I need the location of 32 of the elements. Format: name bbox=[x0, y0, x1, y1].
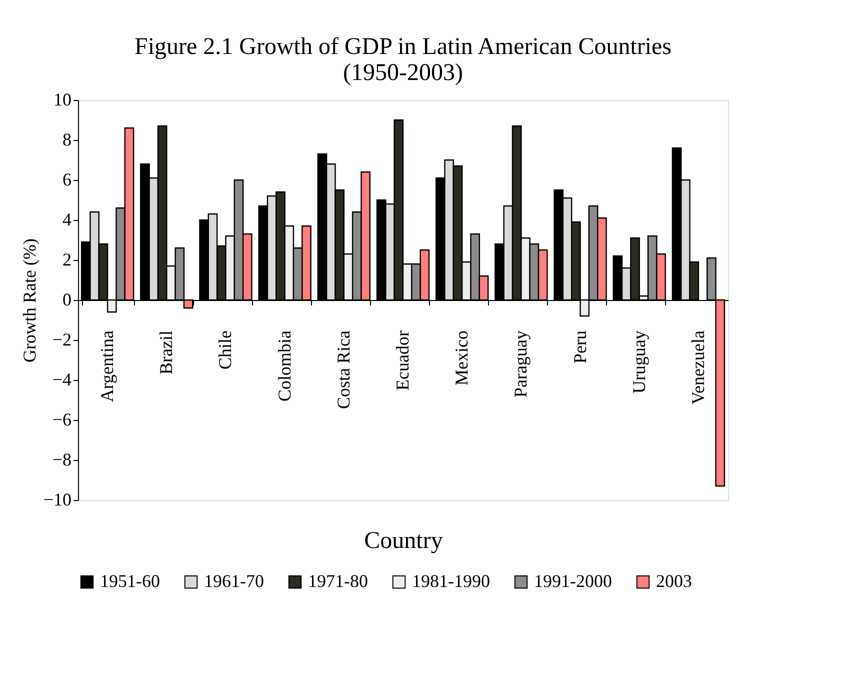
x-axis-title: Country bbox=[364, 528, 443, 554]
legend-label: 1971-80 bbox=[308, 571, 368, 591]
y-tick-label: −2 bbox=[52, 330, 72, 350]
y-tick-label: −10 bbox=[43, 490, 72, 510]
y-tick-label: −6 bbox=[52, 410, 72, 430]
legend-label: 2003 bbox=[656, 571, 692, 591]
x-tick-label: Paraguay bbox=[510, 330, 531, 398]
x-tick-label: Mexico bbox=[452, 330, 472, 386]
y-tick-label: 0 bbox=[62, 290, 72, 310]
x-tick-label: Chile bbox=[215, 330, 236, 370]
x-tick-label: Brazil bbox=[156, 330, 176, 374]
x-tick-label: Uruguay bbox=[628, 330, 649, 394]
x-tick-label: Venezuela bbox=[688, 330, 708, 404]
y-axis-title: Growth Rate (%) bbox=[19, 238, 40, 362]
x-tick-label: Argentina bbox=[97, 330, 118, 402]
x-tick-label: Costa Rica bbox=[333, 330, 354, 409]
legend-label: 1961-70 bbox=[204, 571, 264, 591]
x-tick-label: Peru bbox=[570, 330, 590, 364]
y-tick-label: −4 bbox=[52, 370, 72, 390]
x-tick-label: Ecuador bbox=[392, 330, 412, 390]
y-tick-label: 10 bbox=[54, 90, 72, 110]
y-tick-label: −8 bbox=[52, 450, 72, 470]
text: Figure 2.1 Growth of GDP in Latin American Countries bbox=[134, 34, 672, 60]
x-tick-label: Colombia bbox=[274, 330, 294, 402]
text: (1950-2003) bbox=[343, 60, 463, 86]
y-tick-label: 6 bbox=[62, 170, 72, 190]
y-tick-label: 4 bbox=[62, 210, 72, 230]
y-tick-label: 8 bbox=[62, 130, 72, 150]
legend-label: 1981-1990 bbox=[412, 571, 490, 591]
y-tick-label: 2 bbox=[62, 250, 72, 270]
legend-label: 1991-2000 bbox=[534, 571, 612, 591]
legend-label: 1951-60 bbox=[100, 571, 160, 591]
